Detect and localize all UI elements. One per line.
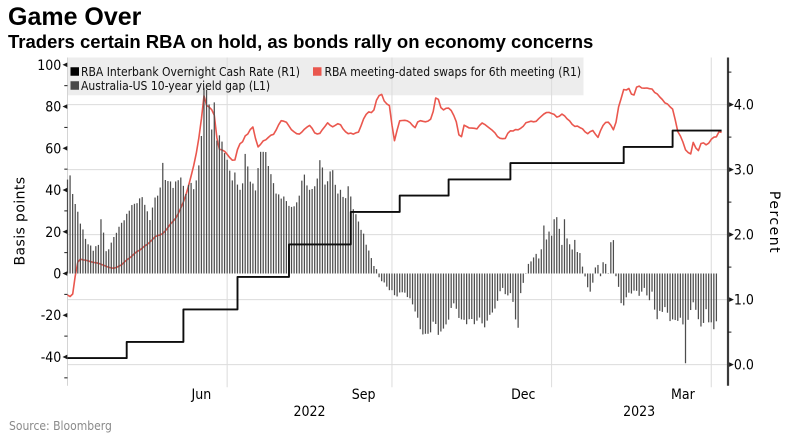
legend-label-1: RBA meeting-dated swaps for 6th meeting … <box>325 65 582 79</box>
left-axis-tick-40 <box>63 188 68 193</box>
left-axis-tick-20 <box>63 229 68 234</box>
left-axis-title: Basis points <box>13 177 29 266</box>
left-axis-tick-label-20: 20 <box>45 225 61 241</box>
left-axis-tick--40 <box>63 355 68 360</box>
right-axis-tick-label-2.0: 2.0 <box>734 228 754 244</box>
month-label-jun: Jun <box>191 387 212 403</box>
right-axis-title: Percent <box>766 191 782 254</box>
legend-label-0: RBA Interbank Overnight Cash Rate (R1) <box>81 65 300 79</box>
left-axis-tick-60 <box>63 146 68 151</box>
month-label-dec: Dec <box>511 387 535 403</box>
legend-swatch-0 <box>71 67 80 76</box>
left-axis-tick--20 <box>63 313 68 318</box>
right-axis-tick-label-0.0: 0.0 <box>734 358 754 374</box>
year-label-2022: 2022 <box>294 404 326 420</box>
left-axis-tick-label--40: -40 <box>41 350 62 366</box>
left-axis-tick-label-40: 40 <box>45 183 61 199</box>
left-axis-tick-100 <box>63 63 68 68</box>
legend-swatch-1 <box>313 67 322 76</box>
gridlines <box>68 58 729 388</box>
legend-swatch-2 <box>71 81 80 90</box>
left-axis-tick-0 <box>63 271 68 276</box>
left-axis-tick-label-0: 0 <box>53 267 61 283</box>
right-axis-tick-label-4.0: 4.0 <box>734 98 754 114</box>
chart-subtitle: Traders certain RBA on hold, as bonds ra… <box>8 33 593 52</box>
left-axis-tick-label--20: -20 <box>41 308 62 324</box>
legend-label-2: Australia-US 10-year yield gap (L1) <box>81 79 270 93</box>
left-axis-tick-label-100: 100 <box>37 58 61 74</box>
chart-canvas: 100 80 60 40 20 0 -20 -40 Basis points 4.0 3.0 2.0 1… <box>0 0 790 421</box>
year-label-2023: 2023 <box>623 404 655 420</box>
left-axis-tick-label-80: 80 <box>45 100 61 116</box>
left-axis-tick-label-60: 60 <box>45 141 61 157</box>
axis-ticks-and-labels: 100 80 60 40 20 0 -20 -40 Basis points 4.0 3.0 2.0 1… <box>13 58 782 420</box>
page: {"header":{"title":"Game Over","subtitle… <box>0 0 790 421</box>
month-label-mar: Mar <box>671 387 696 403</box>
source-note: Source: Bloomberg <box>9 419 112 433</box>
right-axis-tick-label-1.0: 1.0 <box>734 293 754 309</box>
chart-title: Game Over <box>8 5 141 30</box>
month-label-sep: Sep <box>352 387 376 403</box>
left-axis-tick-80 <box>63 104 68 109</box>
right-axis-tick-label-3.0: 3.0 <box>734 163 754 179</box>
